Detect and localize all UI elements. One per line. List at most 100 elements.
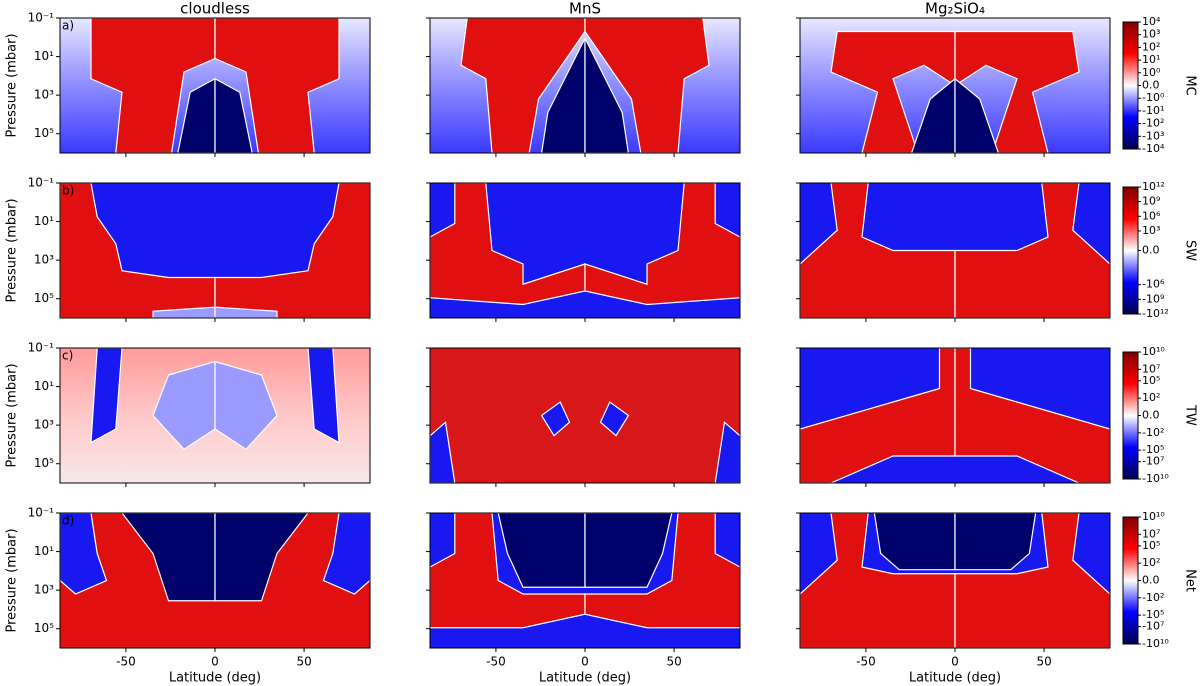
y-tick-label: 10⁵ bbox=[34, 456, 54, 470]
colorbar-tick-label: 10⁹ bbox=[1142, 195, 1160, 208]
colorbar-label: SW bbox=[1183, 240, 1198, 261]
colorbar-label: MC bbox=[1183, 75, 1198, 95]
field-region bbox=[307, 348, 340, 444]
colorbar-tick-label: -10⁷ bbox=[1142, 455, 1164, 468]
y-tick-label: 10⁻¹ bbox=[28, 506, 55, 520]
colorbar bbox=[1122, 21, 1139, 150]
x-axis-label: Latitude (deg) bbox=[539, 671, 631, 686]
field-region bbox=[584, 513, 673, 588]
contour-field bbox=[430, 18, 740, 153]
field-region bbox=[954, 183, 1110, 318]
contour-field bbox=[430, 183, 740, 318]
colorbar-tick-label: 0.0 bbox=[1142, 244, 1160, 257]
colorbar-tick-label: -10¹ bbox=[1142, 104, 1164, 117]
colorbar-tick-label: 10⁷ bbox=[1142, 362, 1160, 375]
colorbar-tick-label: -10¹² bbox=[1142, 307, 1169, 320]
colorbar-tick-label: 10² bbox=[1142, 40, 1160, 53]
colorbar-tick-label: 10¹ bbox=[1142, 53, 1160, 66]
x-tick-label: 50 bbox=[1036, 655, 1051, 669]
field-region bbox=[214, 77, 253, 153]
colorbar-tick-label: -10⁹ bbox=[1142, 292, 1164, 305]
colorbar-tick-label: 10⁴ bbox=[1142, 15, 1161, 28]
x-axis-label: Latitude (deg) bbox=[169, 671, 261, 686]
field-region bbox=[430, 421, 456, 483]
x-tick-label: 0 bbox=[951, 655, 959, 669]
colorbar-tick-label: -10¹⁰ bbox=[1142, 472, 1169, 485]
y-tick-label: 10⁵ bbox=[34, 621, 54, 635]
y-tick-label: 10⁵ bbox=[34, 126, 54, 140]
contour-field bbox=[800, 183, 1110, 318]
contour-field bbox=[800, 348, 1110, 483]
contour-field bbox=[800, 513, 1110, 648]
field-region bbox=[540, 401, 571, 437]
colorbar-tick-label: -10³ bbox=[1142, 129, 1164, 142]
column-title: Mg₂SiO₄ bbox=[925, 0, 985, 18]
colorbar-tick-label: 10³ bbox=[1142, 28, 1160, 41]
y-tick-label: 10³ bbox=[34, 418, 54, 432]
colorbar-tick-label: 10² bbox=[1142, 556, 1160, 569]
y-axis-label: Pressure (mbar) bbox=[5, 528, 20, 632]
y-tick-label: 10¹ bbox=[34, 49, 54, 63]
panel-label: a) bbox=[62, 19, 74, 33]
y-tick-label: 10⁵ bbox=[34, 291, 54, 305]
colorbar-tick-label: 10³ bbox=[1142, 224, 1160, 237]
field-region bbox=[599, 401, 630, 437]
colorbar bbox=[1122, 351, 1139, 480]
y-tick-label: 10⁻¹ bbox=[28, 176, 55, 190]
column-title: MnS bbox=[569, 0, 601, 18]
colorbar-tick-label: 0.0 bbox=[1142, 574, 1160, 587]
colorbar-tick-label: 0.0 bbox=[1142, 409, 1160, 422]
x-axis-label: Latitude (deg) bbox=[909, 671, 1001, 686]
colorbar-tick-label: 10¹² bbox=[1142, 180, 1165, 193]
x-tick-label: -50 bbox=[856, 655, 876, 669]
y-axis-label: Pressure (mbar) bbox=[5, 198, 20, 302]
field-region bbox=[584, 37, 630, 153]
colorbar-tick-label: -10⁰ bbox=[1142, 91, 1165, 104]
colorbar-tick-label: -10² bbox=[1142, 117, 1164, 130]
panel-label: c) bbox=[62, 349, 73, 363]
x-tick-label: 0 bbox=[211, 655, 219, 669]
x-tick-label: -50 bbox=[486, 655, 506, 669]
contour-field bbox=[60, 348, 370, 483]
field-region bbox=[90, 348, 123, 444]
colorbar-tick-label: 10² bbox=[1142, 391, 1160, 404]
colorbar-tick-label: 10¹⁰ bbox=[1142, 345, 1165, 358]
field-region bbox=[954, 30, 1080, 153]
contour-field bbox=[60, 18, 370, 153]
y-tick-label: 10¹ bbox=[34, 214, 54, 228]
y-tick-label: 10³ bbox=[34, 583, 54, 597]
contour-field bbox=[430, 348, 740, 483]
field-region bbox=[214, 360, 278, 451]
colorbar-tick-label: 10⁵ bbox=[1142, 539, 1160, 552]
colorbar-tick-label: -10⁷ bbox=[1142, 620, 1164, 633]
panel-label: b) bbox=[62, 184, 74, 198]
field-region bbox=[60, 183, 216, 318]
field-region bbox=[954, 77, 1000, 153]
colorbar-tick-label: -10² bbox=[1142, 591, 1164, 604]
y-tick-label: 10⁻¹ bbox=[28, 341, 55, 355]
field-region bbox=[584, 513, 740, 629]
field-region bbox=[214, 306, 278, 318]
colorbar-tick-label: 10¹⁰ bbox=[1142, 510, 1165, 523]
field-region bbox=[152, 306, 216, 318]
contour-field bbox=[800, 18, 1110, 153]
field-region bbox=[152, 360, 216, 451]
colorbar-tick-label: 0.0 bbox=[1142, 79, 1160, 92]
colorbar-label: Net bbox=[1183, 569, 1198, 592]
colorbar bbox=[1122, 516, 1139, 645]
colorbar-tick-label: 10⁷ bbox=[1142, 527, 1160, 540]
x-tick-label: -50 bbox=[116, 655, 136, 669]
x-tick-label: 50 bbox=[666, 655, 681, 669]
contour-field bbox=[60, 513, 370, 648]
field-region bbox=[60, 513, 216, 602]
colorbar-tick-label: -10² bbox=[1142, 426, 1164, 439]
y-axis-label: Pressure (mbar) bbox=[5, 33, 20, 137]
field-region bbox=[60, 513, 108, 595]
contour-field bbox=[60, 183, 370, 318]
field-region bbox=[954, 348, 1110, 483]
field-region bbox=[214, 183, 370, 318]
y-axis-label: Pressure (mbar) bbox=[5, 363, 20, 467]
field-region bbox=[584, 183, 740, 306]
field-region bbox=[214, 18, 340, 153]
field-region bbox=[497, 513, 586, 588]
